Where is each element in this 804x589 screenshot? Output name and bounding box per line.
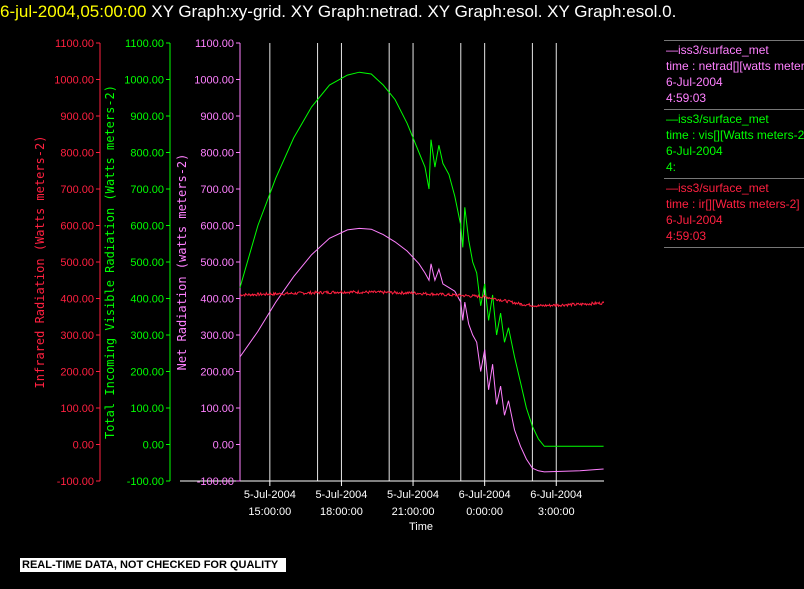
legend-line: 4: xyxy=(666,160,677,174)
y-tick-label: 1100.00 xyxy=(125,38,164,50)
legend-line: —iss3/surface_met xyxy=(666,181,769,195)
y-tick-label: 200.00 xyxy=(200,367,234,379)
legend-line: 6-Jul-2004 xyxy=(666,144,723,158)
x-tick-label: 15:00:00 xyxy=(248,506,291,518)
y-tick-label: 200.00 xyxy=(60,367,94,379)
y-tick-label: 900.00 xyxy=(130,111,164,123)
x-tick-label: 6-Jul-2004 xyxy=(459,489,511,501)
x-tick-label: 0:00:00 xyxy=(466,506,503,518)
y-tick-label: 1000.00 xyxy=(54,75,94,87)
y-tick-label: 1000.00 xyxy=(124,75,164,87)
x-tick-label: 5-Jul-2004 xyxy=(244,489,296,501)
y-axis-label: Net Radiation (watts meters-2) xyxy=(175,154,189,371)
legend-line: 4:59:03 xyxy=(666,229,707,243)
graph-timestamp: 6-jul-2004,05:00:00 xyxy=(0,2,147,21)
y-axis-label: Total Incoming Visible Radiation (Watts … xyxy=(103,85,117,439)
y-tick-label: 1100.00 xyxy=(55,38,94,50)
x-tick-label: 5-Jul-2004 xyxy=(315,489,367,501)
y-tick-label: 100.00 xyxy=(130,403,164,415)
y-tick-label: 800.00 xyxy=(200,148,234,160)
y-tick-label: 300.00 xyxy=(130,330,164,342)
y-tick-label: 700.00 xyxy=(60,184,94,196)
y-tick-label: 1000.00 xyxy=(194,75,234,87)
quality-notice: REAL-TIME DATA, NOT CHECKED FOR QUALITY xyxy=(20,558,287,572)
legend-line: time : netrad[][watts meters-2] xyxy=(666,59,804,73)
legend-line: —iss3/surface_met xyxy=(666,112,769,126)
y-tick-label: 900.00 xyxy=(200,111,234,123)
y-tick-label: 600.00 xyxy=(130,221,164,233)
legend-line: 6-Jul-2004 xyxy=(666,75,723,89)
y-tick-label: 900.00 xyxy=(60,111,94,123)
y-tick-label: 500.00 xyxy=(200,257,234,269)
series-line-vis xyxy=(239,71,604,447)
y-tick-label: 500.00 xyxy=(60,257,94,269)
series-line-net xyxy=(239,227,604,473)
y-tick-label: 0.00 xyxy=(73,440,94,452)
legend-line: 4:59:03 xyxy=(666,91,707,105)
y-tick-label: 200.00 xyxy=(130,367,164,379)
legend-line: 6-Jul-2004 xyxy=(666,213,723,227)
y-tick-label: 600.00 xyxy=(200,221,234,233)
x-axis-label: Time xyxy=(409,521,433,533)
y-tick-label: 0.00 xyxy=(213,440,234,452)
x-tick-label: 21:00:00 xyxy=(392,506,435,518)
x-tick-label: 6-Jul-2004 xyxy=(530,489,582,501)
legend-line: time : ir[][Watts meters-2] xyxy=(666,197,800,211)
y-tick-label: -100.00 xyxy=(197,476,234,488)
x-tick-label: 5-Jul-2004 xyxy=(387,489,439,501)
y-tick-label: -100.00 xyxy=(57,476,94,488)
y-tick-label: 100.00 xyxy=(60,403,94,415)
y-tick-label: 400.00 xyxy=(130,294,164,306)
y-tick-label: 0.00 xyxy=(143,440,164,452)
y-tick-label: 400.00 xyxy=(200,294,234,306)
y-axis-label: Infrared Radiation (Watts meters-2) xyxy=(33,136,47,389)
legend-line: time : vis[][Watts meters-2] xyxy=(666,128,804,142)
series-line-ir xyxy=(239,289,605,308)
x-tick-label: 3:00:00 xyxy=(538,506,575,518)
y-tick-label: 700.00 xyxy=(200,184,234,196)
x-tick-label: 18:00:00 xyxy=(320,506,363,518)
y-tick-label: -100.00 xyxy=(127,476,164,488)
y-tick-label: 300.00 xyxy=(200,330,234,342)
y-tick-label: 700.00 xyxy=(130,184,164,196)
graph-list: XY Graph:xy-grid. XY Graph:netrad. XY Gr… xyxy=(146,2,677,21)
y-tick-label: 800.00 xyxy=(60,148,94,160)
y-tick-label: 100.00 xyxy=(200,403,234,415)
y-tick-label: 600.00 xyxy=(60,221,94,233)
y-tick-label: 800.00 xyxy=(130,148,164,160)
legend-line: —iss3/surface_met xyxy=(666,43,769,57)
y-tick-label: 300.00 xyxy=(60,330,94,342)
y-tick-label: 1100.00 xyxy=(195,38,234,50)
y-tick-label: 400.00 xyxy=(60,294,94,306)
graph-title: 6-jul-2004,05:00:00 XY Graph:xy-grid. XY… xyxy=(0,0,676,24)
y-tick-label: 500.00 xyxy=(130,257,164,269)
